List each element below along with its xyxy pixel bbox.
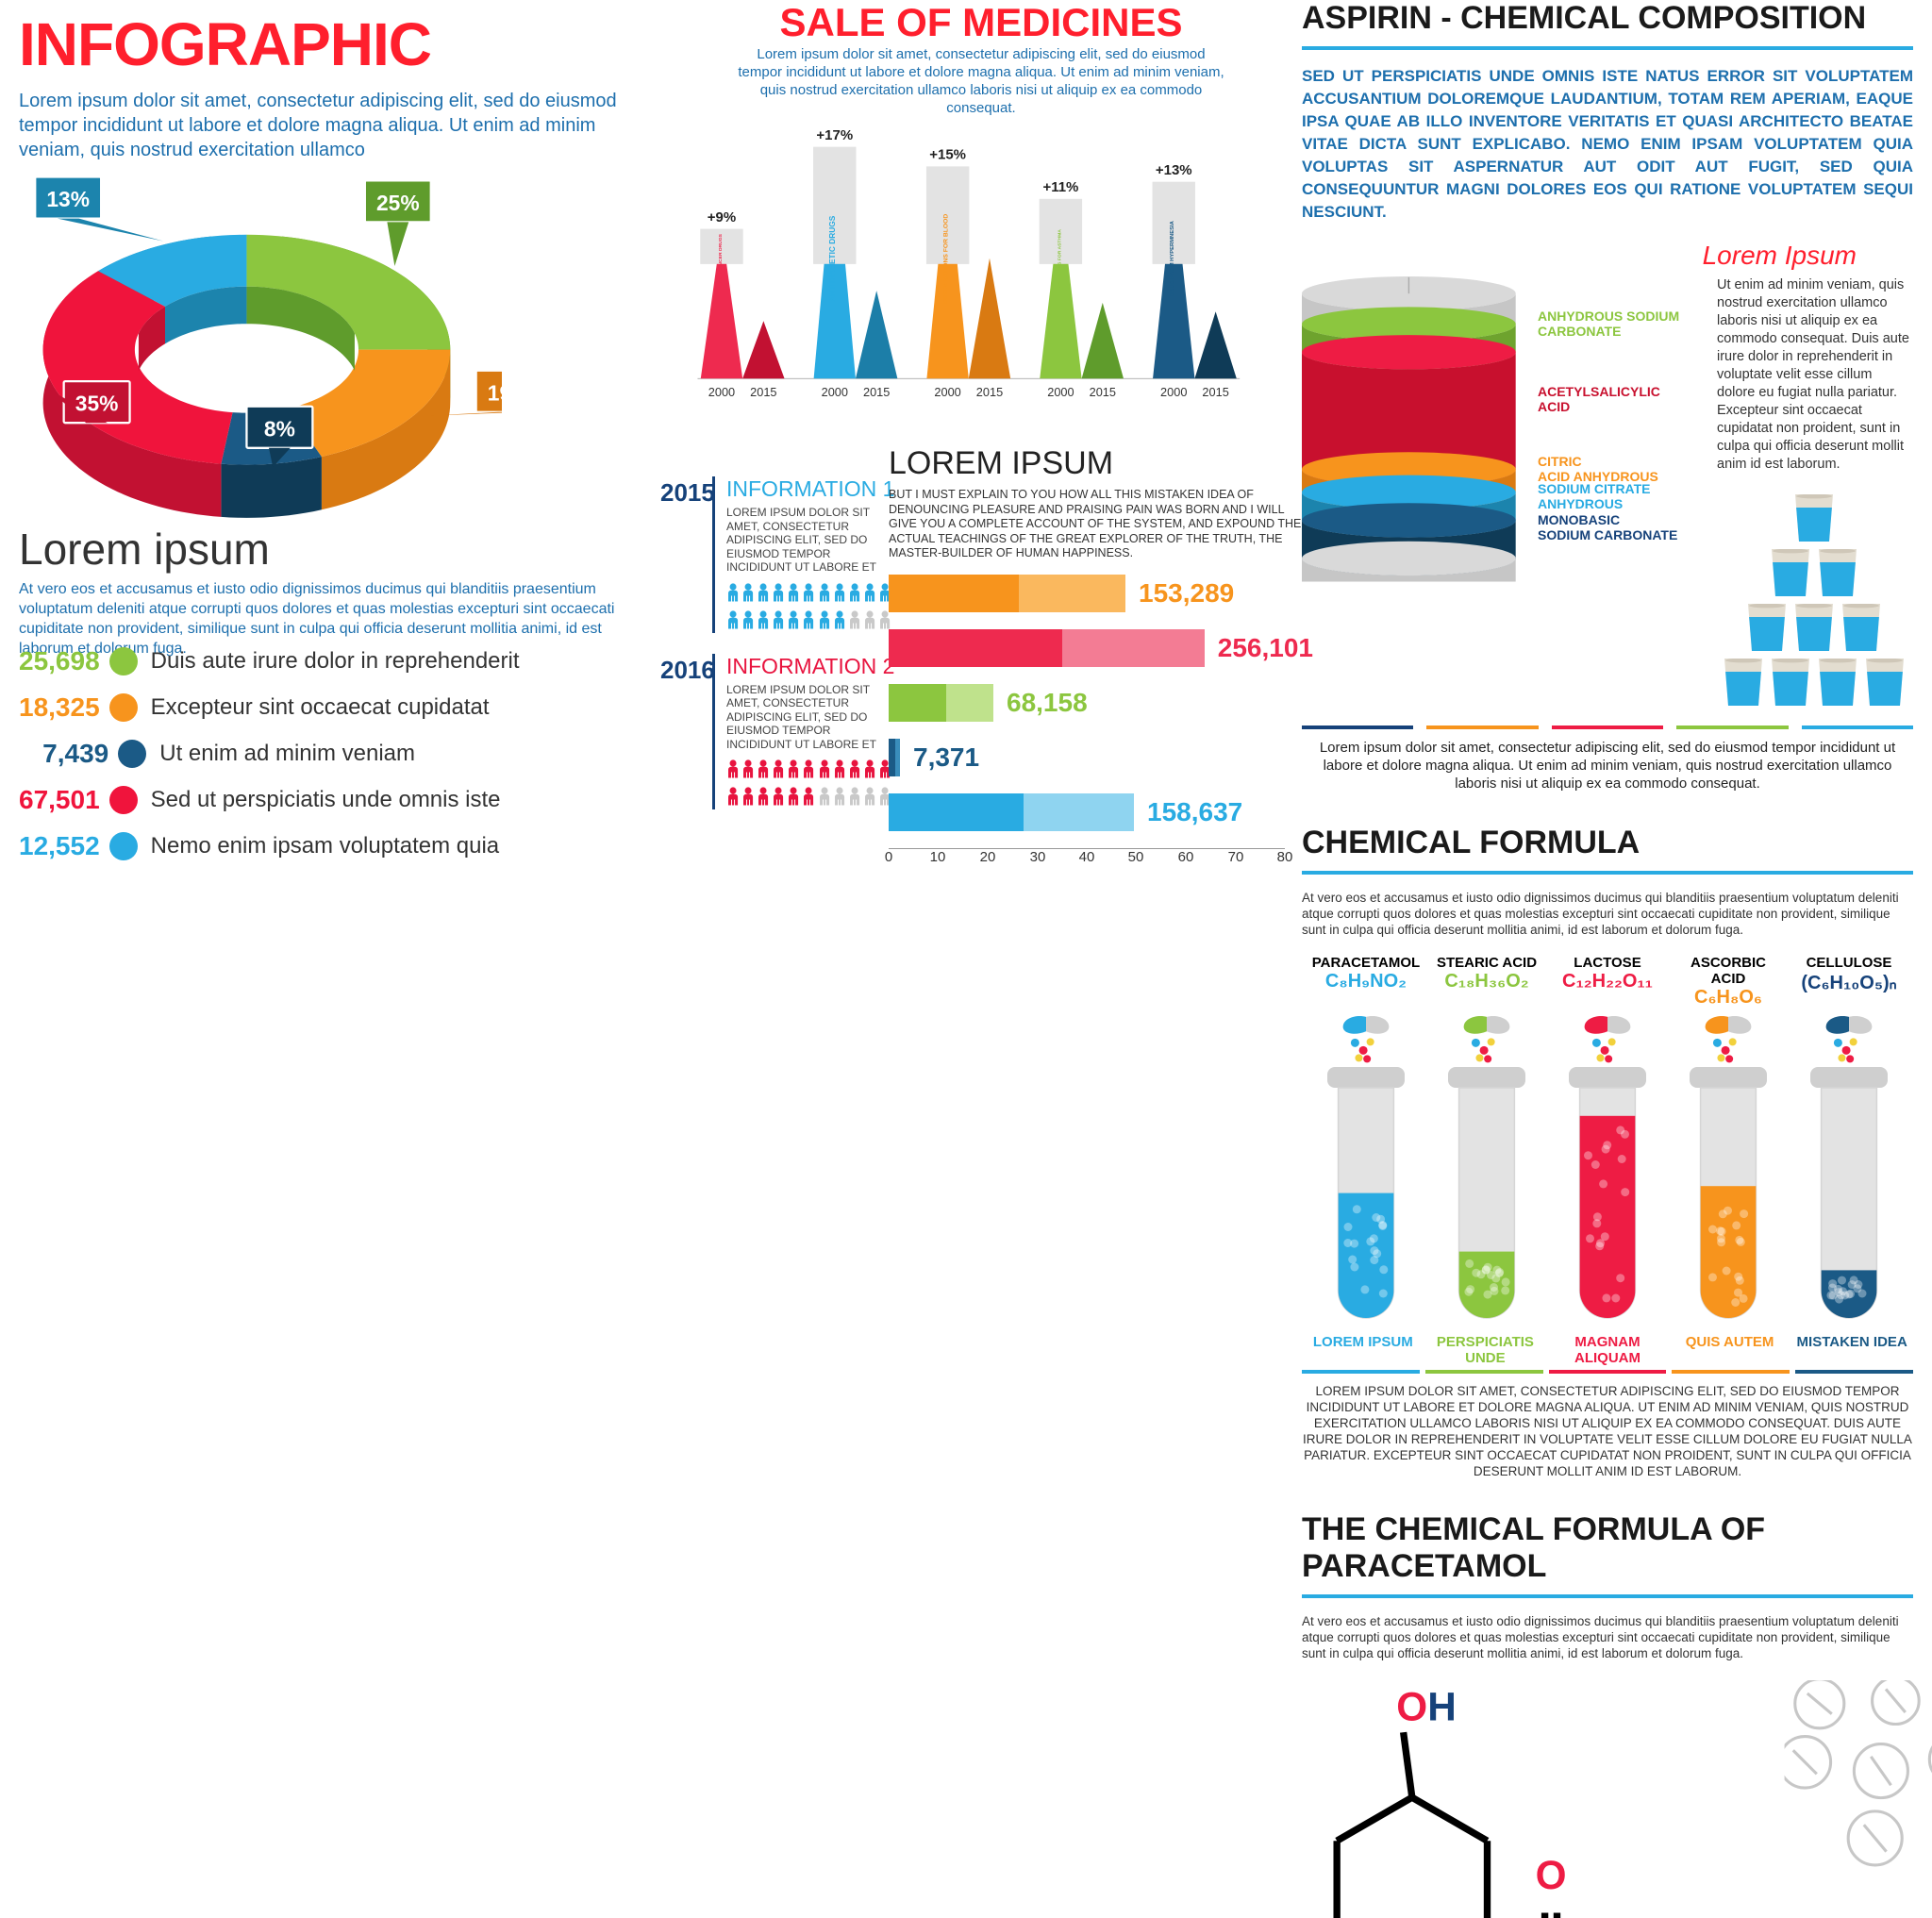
- svg-text:+13%: +13%: [1156, 162, 1192, 178]
- svg-text:+11%: +11%: [1042, 179, 1078, 195]
- svg-text:2000: 2000: [708, 385, 735, 399]
- svg-text:2000: 2000: [934, 385, 960, 399]
- svg-text:ANTIDIABETIC DRUGS: ANTIDIABETIC DRUGS: [827, 215, 837, 301]
- svg-text:2015: 2015: [750, 385, 776, 399]
- svg-text:2015: 2015: [1202, 385, 1228, 399]
- svg-text:OH: OH: [1396, 1684, 1456, 1728]
- svg-text:DRUG FROM HYPERMNESIA: DRUG FROM HYPERMNESIA: [1170, 220, 1175, 296]
- svg-text:+9%: +9%: [708, 209, 736, 225]
- svg-text:+15%: +15%: [929, 147, 966, 163]
- svg-text:8%: 8%: [264, 416, 295, 441]
- svg-text:MEDICINES FOR ASTHMA: MEDICINES FOR ASTHMA: [1057, 229, 1062, 289]
- svg-text:35%: 35%: [75, 392, 119, 416]
- svg-text:19%: 19%: [488, 380, 502, 405]
- svg-text:2015: 2015: [1090, 385, 1116, 399]
- svg-text:25%: 25%: [376, 191, 420, 215]
- svg-text:13%: 13%: [46, 187, 90, 211]
- svg-text:O: O: [1536, 1853, 1567, 1897]
- svg-text:2000: 2000: [822, 385, 848, 399]
- svg-text:2000: 2000: [1160, 385, 1187, 399]
- svg-text:+17%: +17%: [816, 127, 853, 143]
- svg-text:ANTICANCER DRUGS: ANTICANCER DRUGS: [718, 233, 724, 283]
- svg-text:2015: 2015: [976, 385, 1003, 399]
- svg-text:2000: 2000: [1047, 385, 1074, 399]
- svg-text:PREPARATIONS FOR BLOOD: PREPARATIONS FOR BLOOD: [943, 214, 950, 304]
- svg-text:2015: 2015: [863, 385, 890, 399]
